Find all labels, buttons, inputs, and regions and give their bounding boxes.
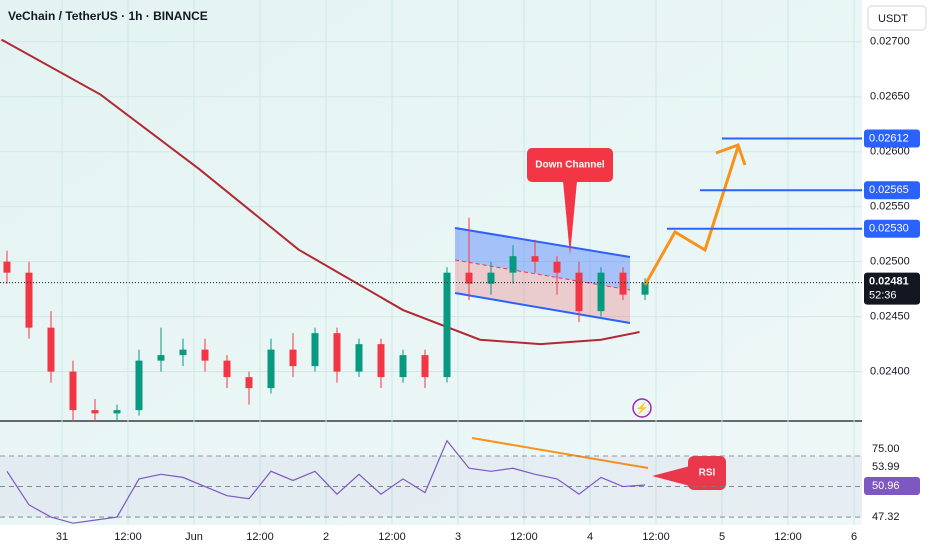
channel-upper-fill	[455, 228, 630, 290]
rsi-value-label: 47.32	[872, 511, 900, 523]
channel-lower-fill	[455, 260, 630, 323]
level-label: 0.02530	[869, 223, 909, 235]
time-axis	[0, 525, 862, 550]
currency-box[interactable]	[867, 5, 927, 31]
event-icon[interactable]	[632, 398, 652, 418]
candle-body	[355, 344, 363, 372]
candle-body	[509, 256, 517, 273]
last-price-label: 0.02481	[869, 275, 909, 287]
callout-pointer	[563, 181, 577, 255]
rsi-value-label: 50.96	[872, 480, 900, 492]
x-tick-label: 3	[455, 531, 461, 543]
x-tick-label: 12:00	[378, 531, 406, 543]
candle-body	[465, 272, 473, 284]
channel-top	[454, 227, 631, 258]
rsi-value-label: 75.00	[872, 443, 900, 455]
candle-body	[553, 261, 561, 273]
arrow-head	[715, 143, 747, 166]
candle-body	[25, 272, 33, 328]
candle-body	[421, 355, 429, 378]
x-tick-label: Jun	[185, 531, 203, 543]
moving-average	[0, 38, 640, 346]
x-tick-label: 5	[719, 531, 725, 543]
level-label-box	[864, 219, 920, 238]
candle-body	[201, 349, 209, 361]
candle-body	[443, 272, 451, 378]
channel-bottom	[454, 292, 631, 324]
annotation: Down Channel	[535, 160, 605, 171]
x-tick-label: 4	[587, 531, 593, 543]
y-tick-label: 0.02550	[870, 201, 910, 213]
event-icon-glyph: ⚡	[635, 402, 649, 415]
y-tick-label: 0.02650	[870, 91, 910, 103]
level-label: 0.02612	[869, 132, 909, 144]
y-tick-label: 0.02500	[870, 256, 910, 268]
level-label-box	[864, 181, 920, 200]
candle-body	[135, 360, 143, 411]
x-tick-label: 31	[56, 531, 68, 543]
candle-body	[47, 327, 55, 372]
rsi-value-label: 53.99	[872, 461, 900, 473]
candle-body	[289, 349, 297, 367]
level-label-box	[864, 129, 920, 148]
candle-body	[641, 282, 649, 295]
callout-box	[527, 148, 613, 182]
projection-arrow	[643, 146, 740, 286]
candle-body	[575, 272, 583, 312]
level-label: 0.02565	[869, 184, 909, 196]
plot-background	[0, 0, 862, 525]
y-tick-label: 0.02450	[870, 311, 910, 323]
candle-body	[377, 344, 385, 378]
candle-body	[245, 377, 253, 389]
x-tick-label: 12:00	[774, 531, 802, 543]
candle-body	[91, 410, 99, 414]
rsi-pointer	[652, 466, 690, 486]
candle-body	[113, 410, 121, 414]
candle-body	[179, 349, 187, 356]
chart-title: VeChain / TetherUS · 1h · BINANCE	[8, 9, 208, 23]
candle-body	[399, 355, 407, 378]
candle-body	[487, 272, 495, 284]
currency: USDT	[878, 13, 908, 25]
countdown: 52:36	[869, 289, 897, 301]
x-tick-label: 12:00	[246, 531, 274, 543]
candle-body	[597, 272, 605, 312]
last-price-box	[864, 272, 920, 305]
annotation: RSI	[699, 468, 716, 479]
candle-body	[267, 349, 275, 389]
x-tick-label: 12:00	[114, 531, 142, 543]
candle-body	[69, 371, 77, 411]
rsi-value-box	[864, 477, 920, 495]
candle-body	[531, 256, 539, 262]
x-tick-label: 6	[851, 531, 857, 543]
rsi-line	[6, 439, 646, 524]
x-tick-label: 12:00	[510, 531, 538, 543]
rsi-band-fill	[0, 456, 862, 518]
rsi-divergence-line	[471, 437, 649, 469]
y-tick-label: 0.02600	[870, 146, 910, 158]
rsi-callout	[688, 456, 726, 490]
y-tick-label: 0.02400	[870, 366, 910, 378]
candle-body	[157, 355, 165, 361]
y-tick-label: 0.02700	[870, 36, 910, 48]
candle-body	[333, 333, 341, 372]
x-tick-label: 2	[323, 531, 329, 543]
candle-body	[619, 272, 627, 295]
candle-body	[3, 261, 11, 273]
candle-body	[223, 360, 231, 378]
x-tick-label: 12:00	[642, 531, 670, 543]
candle-body	[311, 333, 319, 367]
